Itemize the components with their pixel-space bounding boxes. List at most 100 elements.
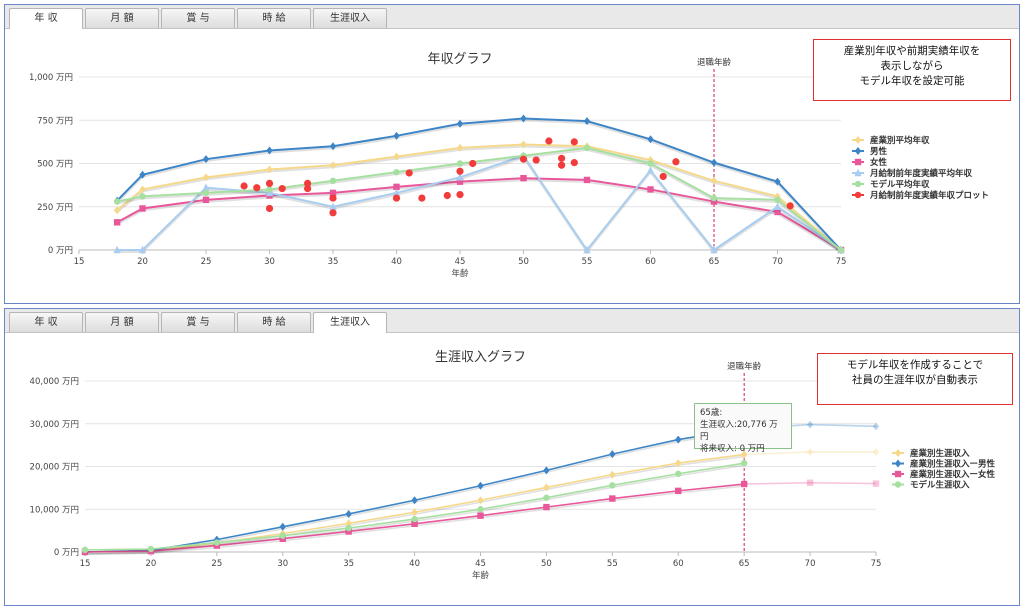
legend-label: 月給制前年度実績平均年収 (869, 168, 973, 179)
series-model (81, 459, 748, 554)
data-point (329, 161, 337, 170)
scatter-point (570, 159, 578, 167)
tab-hourly[interactable]: 時 給 (237, 8, 311, 28)
scatter-point (456, 167, 464, 175)
legend-label: モデル生涯収入 (910, 480, 970, 491)
y-tick-label: 0 万円 (48, 246, 73, 256)
scatter-point (456, 191, 464, 199)
data-point (113, 206, 121, 215)
data-point (583, 245, 591, 254)
data-point (113, 219, 121, 226)
data-point (773, 202, 782, 210)
scatter-point (253, 184, 261, 192)
x-tick-label: 65 (739, 559, 750, 569)
tab-lifetime[interactable]: 生涯収入 (313, 312, 387, 333)
x-tick-label: 20 (146, 559, 157, 569)
x-tick-label: 40 (409, 559, 420, 569)
data-point (411, 496, 418, 505)
x-tick-label: 30 (264, 257, 275, 267)
data-point (647, 186, 654, 193)
data-point (279, 522, 286, 531)
legend-marker (894, 459, 902, 468)
x-tick-label: 75 (871, 559, 882, 569)
y-tick-label: 30,000 万円 (30, 420, 79, 430)
data-point (411, 508, 418, 517)
x-tick-label: 15 (80, 559, 91, 569)
x-tick-label: 45 (455, 257, 466, 267)
legend-marker (854, 191, 862, 199)
data-point (774, 196, 781, 204)
chart-tooltip: 65歳: 生涯収入:20,776 万円 将来収入: 0 万円 (694, 403, 792, 454)
tab-lifetime[interactable]: 生涯収入 (313, 8, 387, 28)
data-point (266, 146, 273, 155)
data-point (520, 140, 527, 149)
scatter-point (304, 179, 312, 187)
tab-bar: 年 収 月 額 賞 与 時 給 生涯収入 (5, 309, 1019, 333)
data-point (139, 205, 146, 212)
legend-marker (854, 136, 862, 144)
data-point (202, 173, 210, 182)
data-point (872, 447, 880, 456)
scatter-point (418, 194, 426, 202)
legend-item: モデル平均年収 (852, 179, 930, 190)
legend-label: 産業別生涯収入ー男性 (910, 459, 996, 470)
scatter-point (265, 204, 274, 213)
retire-label: 退職年齢 (727, 361, 762, 372)
scatter-point (329, 209, 337, 217)
tab-bonus[interactable]: 賞 与 (161, 8, 235, 28)
tab-annual[interactable]: 年 収 (9, 312, 83, 332)
tab-monthly[interactable]: 月 額 (85, 8, 159, 28)
tab-hourly[interactable]: 時 給 (237, 312, 311, 332)
scatter-point (240, 182, 248, 190)
y-tick-label: 250 万円 (37, 203, 73, 213)
data-point (675, 487, 682, 495)
data-point (456, 178, 464, 185)
data-point (872, 422, 880, 431)
data-point (202, 189, 210, 197)
data-point (213, 539, 221, 546)
data-point (543, 483, 550, 492)
legend-label: 産業別生涯収入 (910, 448, 970, 459)
data-point (710, 158, 718, 167)
data-point (675, 470, 682, 477)
y-tick-label: 750 万円 (37, 116, 73, 126)
scatter-point (570, 138, 578, 146)
data-point (477, 512, 484, 519)
data-point (710, 176, 718, 185)
scatter-point (545, 137, 553, 145)
callout-bottom: モデル年収を作成することで 社員の生涯年収が自動表示 (817, 353, 1013, 405)
x-tick-label: 25 (211, 559, 222, 569)
data-point (477, 506, 484, 513)
y-tick-label: 40,000 万円 (30, 377, 79, 387)
series-prev_avg (113, 151, 845, 254)
scatter-point (659, 172, 667, 181)
legend-item: 男性 (852, 146, 888, 157)
tab-monthly[interactable]: 月 額 (85, 312, 159, 332)
data-point (456, 143, 464, 152)
chart-title: 生涯収入グラフ (435, 350, 526, 365)
scatter-point (532, 156, 540, 164)
data-point (266, 165, 273, 174)
data-point (329, 142, 337, 151)
y-tick-label: 0 万円 (54, 548, 79, 558)
x-tick-label: 60 (645, 257, 656, 267)
legend-marker (894, 470, 902, 478)
data-point (411, 515, 418, 523)
x-tick-label: 35 (328, 257, 339, 267)
data-point (113, 198, 121, 205)
data-point (675, 459, 682, 468)
legend-item: 産業別平均年収 (852, 135, 930, 146)
legend-marker (854, 180, 862, 188)
tab-annual[interactable]: 年 収 (9, 8, 83, 29)
data-point (609, 482, 616, 489)
tab-bonus[interactable]: 賞 与 (161, 312, 235, 332)
data-point (872, 480, 880, 487)
x-tick-label: 40 (391, 257, 402, 267)
legend-label: モデル平均年収 (870, 179, 930, 190)
x-tick-label: 75 (836, 257, 847, 267)
scatter-point (558, 161, 566, 169)
data-point (202, 155, 210, 164)
scatter-point (392, 194, 401, 202)
legend-label: 月給制前年度実績年収プロット (869, 190, 989, 201)
scatter-point (558, 154, 566, 162)
